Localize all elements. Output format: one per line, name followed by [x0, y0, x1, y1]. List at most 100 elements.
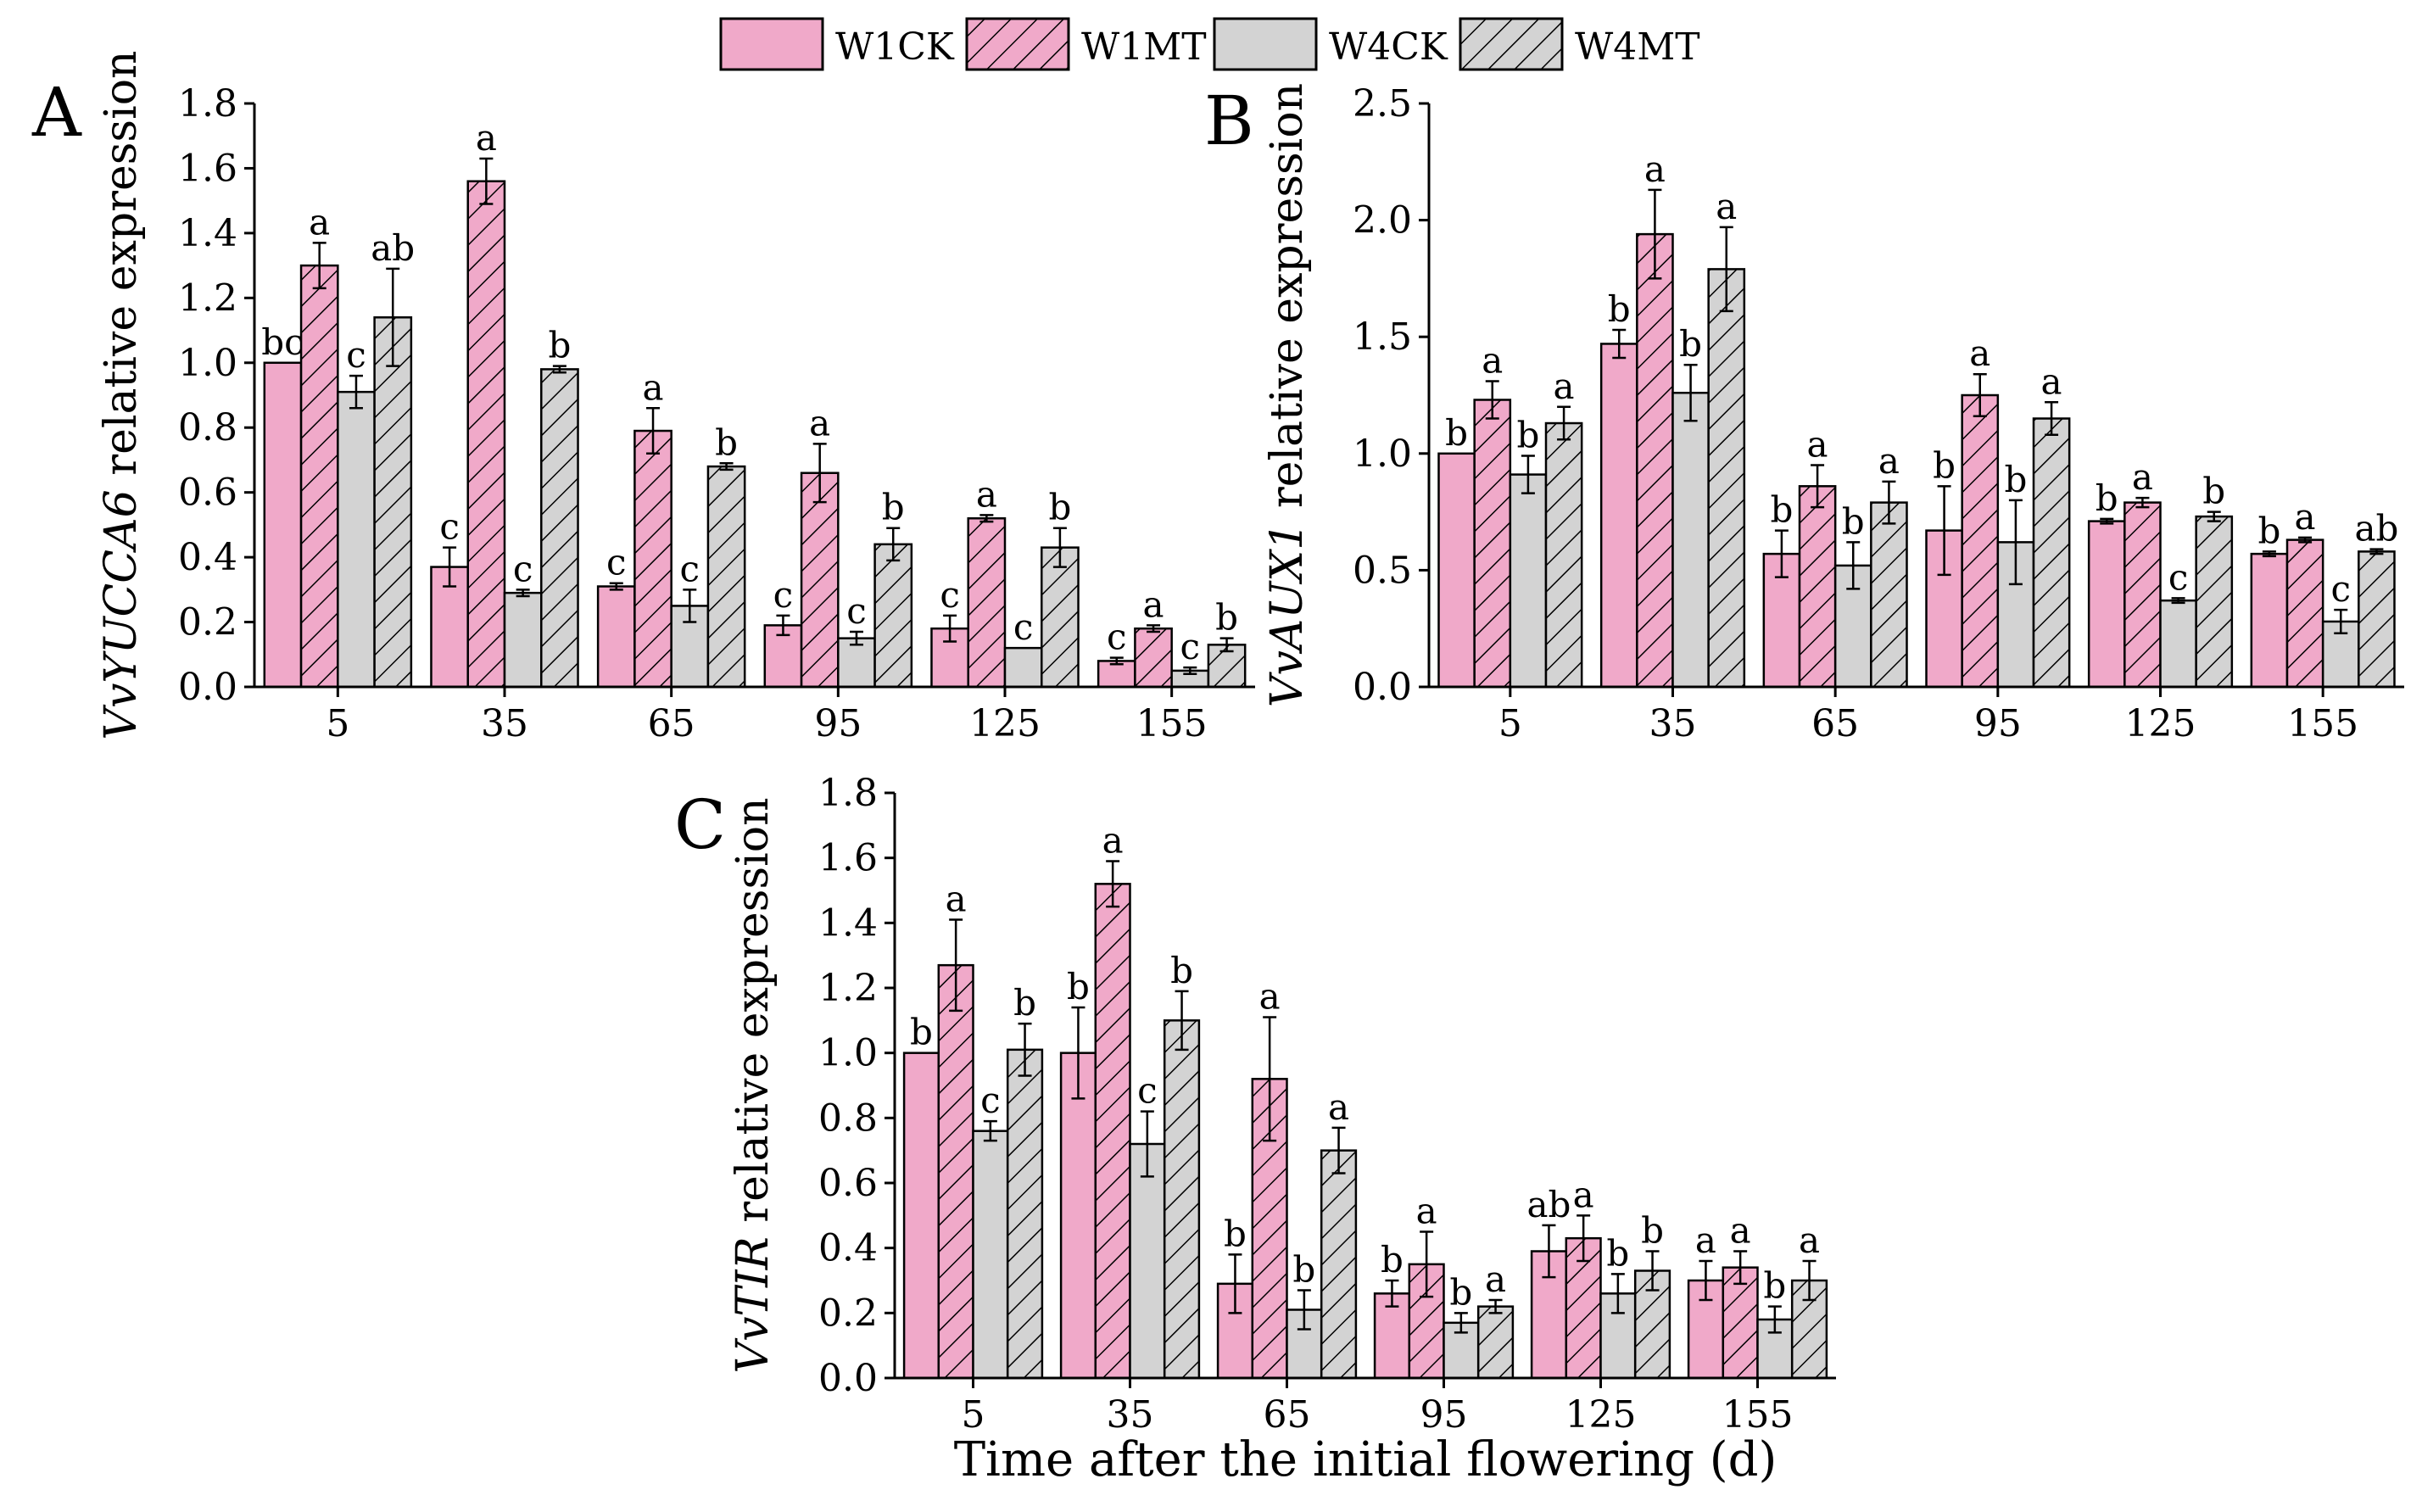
- bar-w1ck-35: [1599, 343, 1638, 689]
- significance-label: b: [2202, 471, 2225, 512]
- y-tick-label: 2.0: [1353, 199, 1412, 243]
- bar-w4mt-65: [706, 465, 746, 689]
- bar-w4ck-125: [2159, 599, 2197, 689]
- significance-label: b: [910, 1012, 933, 1053]
- significance-label: a: [2041, 360, 2062, 402]
- significance-label: a: [1573, 1174, 1594, 1215]
- panel-letter: A: [31, 73, 82, 152]
- y-tick-label: 0.6: [818, 1162, 878, 1205]
- significance-label: b: [1224, 1213, 1247, 1254]
- significance-label: c: [513, 548, 533, 589]
- bar-w4mt-35: [1163, 1019, 1201, 1380]
- y-tick-label: 1.0: [178, 342, 237, 385]
- significance-label: c: [773, 574, 794, 616]
- significance-label: c: [846, 590, 867, 632]
- x-tick-label: 155: [1136, 702, 1208, 745]
- bar-w1ck-95: [1373, 1292, 1411, 1380]
- significance-label: a: [1259, 976, 1281, 1018]
- x-tick-label: 65: [1264, 1393, 1311, 1437]
- significance-label: c: [1013, 606, 1034, 648]
- y-axis-label-gene: VvTIR: [728, 1236, 778, 1373]
- y-tick-label: 0.4: [178, 536, 237, 579]
- bar-w4mt-125: [2195, 515, 2234, 689]
- significance-label: a: [1485, 1258, 1506, 1300]
- bar-w4mt-5: [373, 316, 413, 689]
- bar-w1ck-125: [2087, 520, 2126, 689]
- y-tick-label: 1.8: [178, 82, 237, 126]
- significance-label: c: [1137, 1070, 1158, 1112]
- bar-w4mt-35: [1707, 268, 1746, 689]
- significance-label: b: [1170, 950, 1193, 991]
- significance-label: a: [2132, 456, 2153, 498]
- bar-w1mt-35: [1094, 883, 1131, 1380]
- y-tick-label: 0.8: [178, 406, 237, 449]
- bar-w1mt-65: [1798, 485, 1837, 689]
- y-axis-label-text: relative expression: [728, 797, 778, 1236]
- significance-label: b: [1641, 1210, 1664, 1252]
- legend-label-w1ck: W1CK: [835, 25, 955, 69]
- significance-label: b: [1608, 288, 1631, 330]
- bar-w1ck-5: [902, 1052, 940, 1380]
- significance-label: b: [1013, 982, 1036, 1024]
- x-tick-label: 95: [1420, 1393, 1468, 1437]
- bar-w1mt-5: [937, 963, 974, 1380]
- panel-letter: B: [1204, 81, 1254, 160]
- x-tick-label: 155: [2287, 702, 2358, 745]
- significance-label: c: [2168, 556, 2189, 598]
- significance-label: b: [1067, 966, 1090, 1007]
- significance-label: b: [2004, 459, 2027, 500]
- x-tick-label: 155: [1722, 1393, 1794, 1437]
- significance-label: a: [1102, 820, 1124, 862]
- significance-label: c: [980, 1080, 1001, 1121]
- significance-label: c: [2330, 568, 2351, 610]
- bar-w1mt-35: [466, 180, 506, 689]
- significance-label: b: [2096, 477, 2118, 519]
- x-tick-label: 125: [969, 702, 1041, 745]
- significance-label: c: [1107, 617, 1127, 658]
- significance-label: b: [1933, 444, 1956, 486]
- y-axis-label: VvTIR relative expression: [728, 797, 778, 1373]
- bar-w1mt-5: [299, 264, 339, 689]
- significance-label: b: [1449, 1271, 1472, 1313]
- significance-label: b: [715, 421, 738, 463]
- significance-label: b: [1516, 415, 1539, 456]
- y-tick-label: 0.2: [818, 1292, 878, 1335]
- y-axis-label-text: relative expression: [1262, 83, 1313, 522]
- y-tick-label: 0.0: [818, 1357, 878, 1400]
- x-tick-label: 5: [326, 702, 349, 745]
- y-tick-label: 0.4: [818, 1227, 878, 1270]
- significance-label: a: [309, 201, 330, 243]
- x-tick-label: 65: [1811, 702, 1859, 745]
- significance-label: b: [1292, 1249, 1315, 1291]
- significance-label: a: [1730, 1210, 1751, 1252]
- bar-w4ck-5: [972, 1130, 1009, 1380]
- significance-label: a: [1807, 424, 1828, 466]
- y-tick-label: 2.5: [1353, 82, 1412, 126]
- bar-w1ck-5: [1437, 452, 1476, 689]
- significance-label: bc: [261, 321, 304, 363]
- significance-label: c: [680, 548, 700, 589]
- bar-w4mt-35: [540, 368, 579, 689]
- significance-label: b: [1215, 597, 1238, 639]
- bar-w1mt-95: [1961, 393, 2000, 689]
- bar-w4mt-65: [1870, 501, 1908, 689]
- bar-w4mt-125: [1041, 546, 1080, 689]
- significance-label: a: [643, 366, 664, 408]
- significance-label: b: [1048, 487, 1071, 528]
- bar-w1mt-35: [1636, 232, 1674, 689]
- legend: W1CK W1MT W4CK W4MT: [719, 17, 1700, 71]
- significance-label: a: [1644, 148, 1666, 190]
- x-axis-label: Time after the initial flowering (d): [954, 1432, 1777, 1487]
- bar-w1mt-95: [800, 471, 840, 689]
- significance-label: c: [606, 542, 627, 583]
- bar-w1mt-155: [2285, 538, 2324, 689]
- bar-w4mt-95: [873, 543, 913, 689]
- significance-label: a: [976, 473, 997, 515]
- x-tick-label: 35: [1107, 1393, 1154, 1437]
- significance-label: a: [1878, 440, 1900, 482]
- significance-label: a: [1695, 1219, 1716, 1261]
- significance-label: c: [1180, 626, 1201, 667]
- x-tick-label: 125: [1565, 1393, 1637, 1437]
- significance-label: b: [2257, 510, 2280, 551]
